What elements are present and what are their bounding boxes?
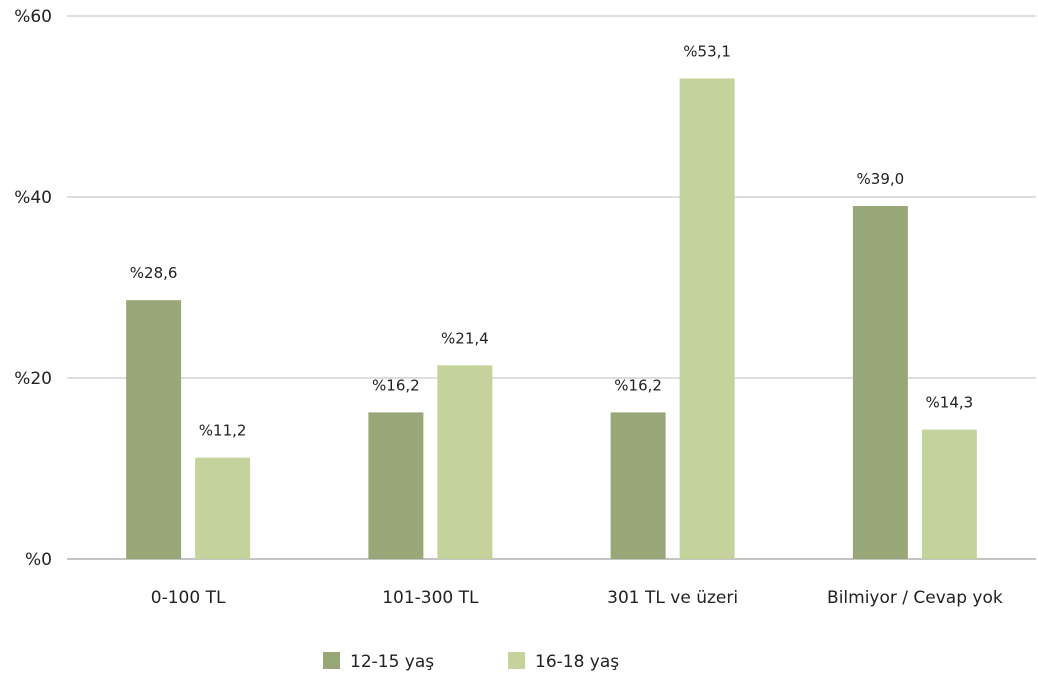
- legend-swatch: [508, 652, 525, 669]
- legend-label: 12-15 yaş: [350, 652, 434, 672]
- y-tick-label: %40: [14, 188, 52, 208]
- bar: [610, 412, 666, 559]
- data-label: %14,3: [926, 394, 974, 412]
- category-label: Bilmiyor / Cevap yok: [827, 588, 1003, 608]
- data-label: %16,2: [614, 376, 662, 394]
- bar: [679, 78, 735, 559]
- category-label: 101-300 TL: [382, 588, 479, 608]
- bar: [437, 365, 493, 559]
- data-label: %11,2: [199, 422, 247, 440]
- y-axis-tick-labels: %0 %20 %40 %60: [14, 7, 52, 570]
- bar: [852, 206, 908, 560]
- data-labels: %28,6 %11,2 %16,2 %21,4 %16,2 %53,1 %39,0 %14,3: [130, 42, 973, 439]
- x-axis-category-labels: 0-100 TL 101-300 TL 301 TL ve üzeri Bilmiyo…: [151, 588, 1003, 608]
- bars: [126, 78, 977, 560]
- bar: [126, 300, 182, 559]
- category-label: 0-100 TL: [151, 588, 226, 608]
- data-label: %39,0: [857, 170, 905, 188]
- data-label: %28,6: [130, 264, 178, 282]
- y-tick-label: %0: [25, 550, 52, 570]
- data-label: %16,2: [372, 376, 420, 394]
- legend-label: 16-18 yaş: [535, 652, 619, 672]
- data-label: %21,4: [441, 329, 489, 347]
- legend-swatch: [323, 652, 340, 669]
- y-tick-label: %60: [14, 7, 52, 27]
- legend: 12-15 yaş 16-18 yaş: [323, 652, 619, 672]
- category-label: 301 TL ve üzeri: [607, 588, 738, 608]
- bar: [195, 457, 251, 559]
- bar: [368, 412, 424, 559]
- data-label: %53,1: [683, 42, 731, 60]
- y-tick-label: %20: [14, 369, 52, 389]
- bar: [921, 429, 977, 559]
